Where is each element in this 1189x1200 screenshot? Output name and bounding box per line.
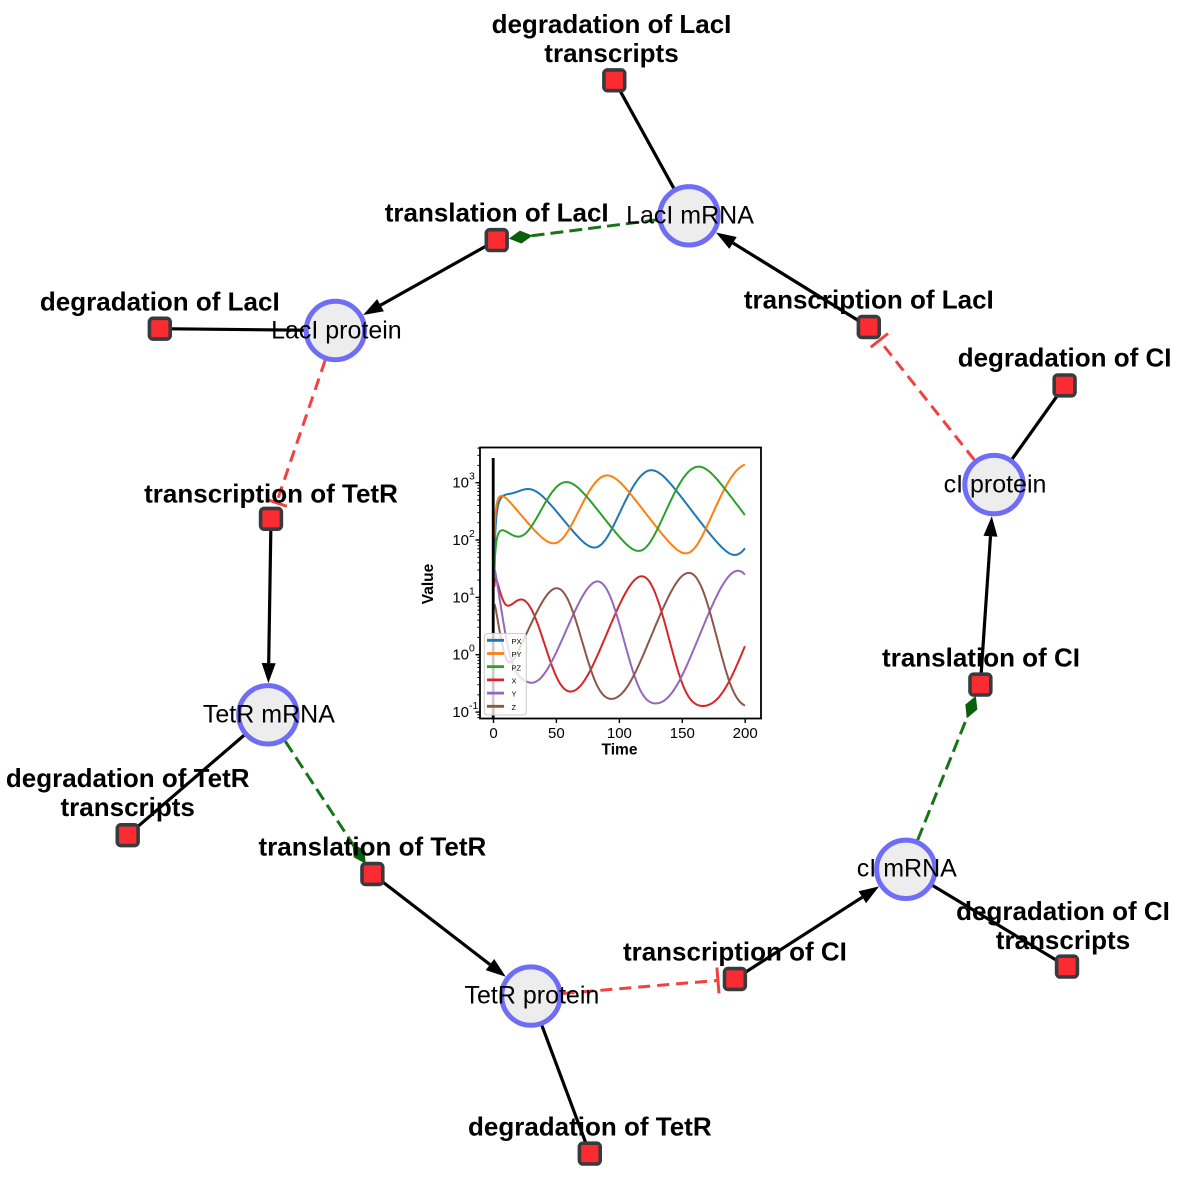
svg-text:PZ: PZ	[512, 663, 522, 672]
svg-text:PY: PY	[512, 650, 522, 659]
svg-text:PX: PX	[512, 637, 522, 646]
svg-text:200: 200	[733, 725, 758, 742]
svg-text:-1: -1	[469, 700, 478, 712]
svg-text:0: 0	[469, 643, 475, 655]
svg-text:1: 1	[469, 585, 475, 597]
svg-text:10: 10	[452, 532, 469, 549]
svg-text:3: 3	[469, 471, 475, 483]
svg-text:Time: Time	[602, 742, 638, 759]
svg-text:150: 150	[670, 725, 695, 742]
svg-text:0: 0	[489, 725, 497, 742]
svg-text:100: 100	[607, 725, 632, 742]
svg-text:10: 10	[452, 589, 469, 606]
svg-text:50: 50	[548, 725, 565, 742]
svg-text:Z: Z	[512, 703, 517, 712]
svg-text:10: 10	[452, 704, 469, 721]
svg-text:10: 10	[452, 475, 469, 492]
svg-text:Y: Y	[512, 690, 517, 699]
svg-text:X: X	[512, 677, 517, 686]
svg-text:10: 10	[452, 647, 469, 664]
svg-text:Value: Value	[420, 563, 437, 604]
svg-text:2: 2	[469, 528, 475, 540]
